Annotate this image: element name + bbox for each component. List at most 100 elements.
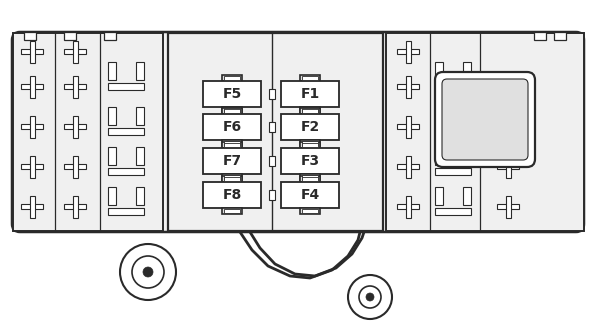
Bar xyxy=(397,124,419,129)
Bar xyxy=(224,175,240,179)
Bar xyxy=(73,156,78,178)
Bar xyxy=(435,107,443,125)
Text: F7: F7 xyxy=(223,154,242,168)
Bar xyxy=(302,109,318,113)
FancyBboxPatch shape xyxy=(12,32,584,232)
Bar xyxy=(497,164,519,169)
Bar xyxy=(300,107,320,113)
Bar xyxy=(302,76,318,80)
Text: F2: F2 xyxy=(301,120,320,134)
Bar xyxy=(435,147,443,165)
Bar xyxy=(136,187,144,205)
Bar xyxy=(203,182,261,208)
Bar xyxy=(300,142,320,148)
Bar xyxy=(435,168,471,175)
Bar xyxy=(300,108,320,114)
Bar xyxy=(21,124,43,129)
Bar xyxy=(463,147,471,165)
Bar xyxy=(506,156,511,178)
Bar xyxy=(64,49,86,54)
Bar xyxy=(397,84,419,89)
Bar xyxy=(30,41,35,63)
Bar xyxy=(397,164,419,169)
Bar xyxy=(269,89,275,99)
Bar xyxy=(281,81,339,107)
Bar xyxy=(302,143,318,147)
Bar xyxy=(136,147,144,165)
Bar xyxy=(302,108,318,112)
Bar xyxy=(300,75,320,81)
Bar xyxy=(64,32,76,40)
Bar xyxy=(302,141,318,145)
FancyBboxPatch shape xyxy=(442,79,528,160)
Bar xyxy=(21,204,43,209)
Bar xyxy=(73,76,78,98)
Bar xyxy=(21,49,43,54)
Bar xyxy=(136,62,144,80)
Bar xyxy=(13,33,163,231)
Bar xyxy=(300,208,320,214)
Text: F6: F6 xyxy=(223,120,242,134)
Bar xyxy=(406,116,411,138)
Bar xyxy=(104,32,116,40)
Bar xyxy=(222,140,242,146)
Bar xyxy=(30,76,35,98)
Bar xyxy=(406,156,411,178)
Bar xyxy=(108,147,116,165)
Text: F4: F4 xyxy=(301,188,320,202)
Bar xyxy=(30,196,35,218)
Bar xyxy=(224,108,240,112)
Circle shape xyxy=(366,293,374,301)
Bar xyxy=(222,107,242,113)
Bar xyxy=(463,187,471,205)
Bar xyxy=(302,209,318,213)
Bar xyxy=(300,176,320,182)
Bar xyxy=(435,187,443,205)
Circle shape xyxy=(143,267,153,277)
Bar xyxy=(222,75,242,81)
Circle shape xyxy=(348,275,392,319)
Bar xyxy=(222,208,242,214)
Circle shape xyxy=(359,286,381,308)
Bar xyxy=(64,124,86,129)
Bar xyxy=(397,49,419,54)
Bar xyxy=(534,32,546,40)
Bar xyxy=(64,204,86,209)
Bar xyxy=(300,174,320,180)
Bar xyxy=(269,156,275,166)
Bar xyxy=(406,76,411,98)
Bar xyxy=(203,81,261,107)
Bar xyxy=(224,141,240,145)
Bar xyxy=(108,83,144,90)
Bar xyxy=(281,114,339,140)
Bar xyxy=(108,62,116,80)
Bar xyxy=(463,62,471,80)
Bar xyxy=(222,176,242,182)
Bar xyxy=(554,32,566,40)
Bar xyxy=(497,204,519,209)
Bar xyxy=(73,196,78,218)
Bar xyxy=(397,204,419,209)
Text: F3: F3 xyxy=(301,154,320,168)
Bar xyxy=(406,41,411,63)
Circle shape xyxy=(132,256,164,288)
Bar xyxy=(300,140,320,146)
Bar xyxy=(224,76,240,80)
Bar xyxy=(108,208,144,215)
Text: F5: F5 xyxy=(223,87,242,101)
Circle shape xyxy=(120,244,176,300)
Bar xyxy=(435,208,471,215)
Bar xyxy=(463,107,471,125)
Bar xyxy=(108,187,116,205)
Text: F1: F1 xyxy=(301,87,320,101)
Bar xyxy=(506,116,511,138)
Bar xyxy=(497,124,519,129)
Bar xyxy=(30,116,35,138)
Text: F8: F8 xyxy=(223,188,242,202)
Bar xyxy=(108,128,144,135)
Bar xyxy=(435,62,443,80)
Bar xyxy=(406,196,411,218)
Bar xyxy=(108,107,116,125)
Bar xyxy=(222,108,242,114)
Bar xyxy=(302,175,318,179)
